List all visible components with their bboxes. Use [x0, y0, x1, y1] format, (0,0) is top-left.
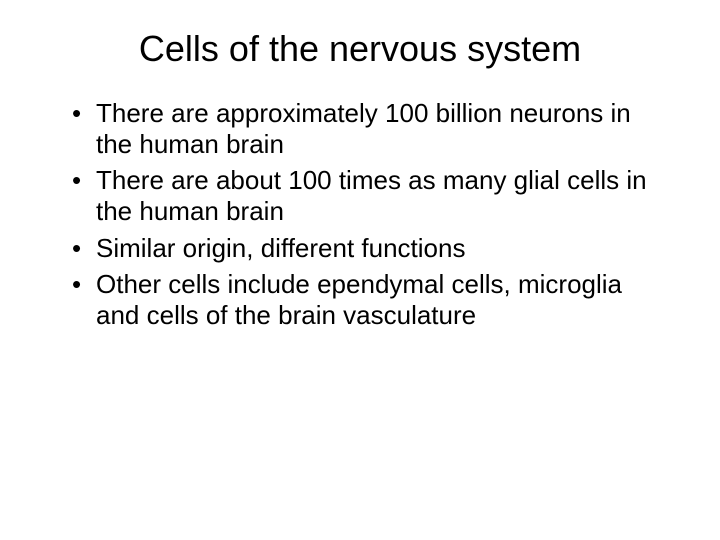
list-item: Similar origin, different functions — [66, 233, 670, 264]
slide: Cells of the nervous system There are ap… — [0, 0, 720, 540]
bullet-list: There are approximately 100 billion neur… — [66, 98, 670, 331]
list-item: There are approximately 100 billion neur… — [66, 98, 670, 159]
list-item: Other cells include ependymal cells, mic… — [66, 269, 670, 330]
slide-title: Cells of the nervous system — [40, 28, 680, 70]
list-item: There are about 100 times as many glial … — [66, 165, 670, 226]
slide-body: There are approximately 100 billion neur… — [40, 98, 680, 331]
